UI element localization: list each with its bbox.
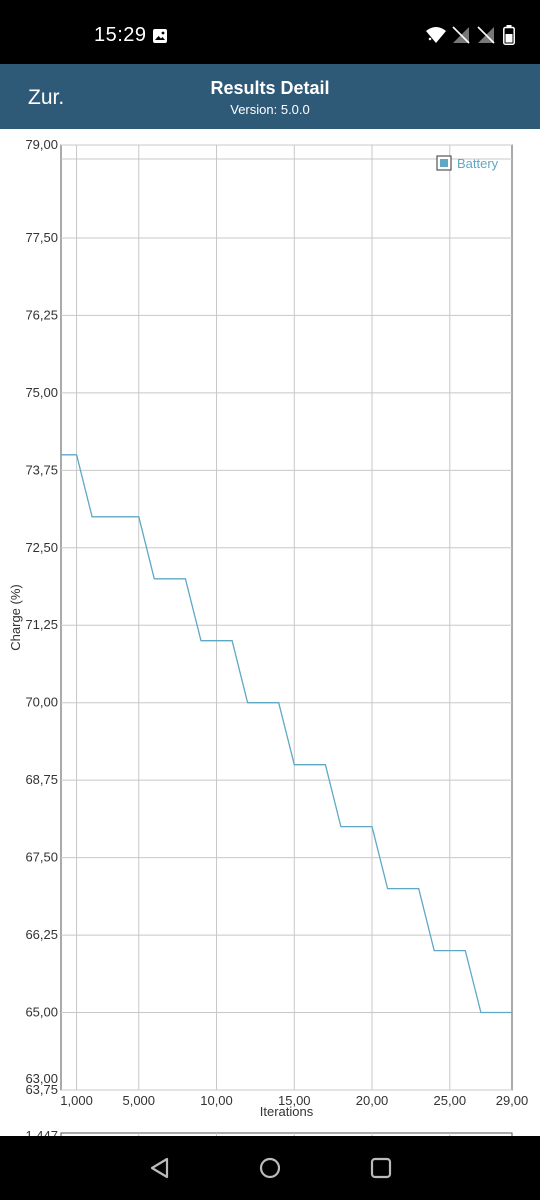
status-time: 15:29 — [94, 24, 147, 46]
y-tick-label: 67,50 — [25, 850, 58, 865]
navigation-bar — [0, 1136, 540, 1200]
y-tick-label: 65,00 — [25, 1005, 58, 1020]
series-line-battery — [61, 454, 512, 1014]
y-tick-label: 63,00 — [25, 1071, 58, 1086]
back-triangle-icon[interactable] — [148, 1156, 172, 1185]
image-icon — [152, 28, 168, 49]
y-tick-label: 77,50 — [25, 230, 58, 245]
x-tick-label: 10,00 — [200, 1093, 233, 1108]
y-tick-label: 63,75 — [25, 1082, 58, 1097]
y-tick-label: 68,75 — [25, 772, 58, 787]
back-button[interactable]: Zur. — [28, 86, 65, 109]
y-tick-label: 66,25 — [25, 927, 58, 942]
legend-swatch — [440, 159, 448, 167]
x-axis-label: Iterations — [260, 1104, 314, 1119]
signal-off-icon — [452, 26, 470, 49]
x-tick-label: 15,00 — [278, 1093, 311, 1108]
x-tick-label: 5,000 — [122, 1093, 155, 1108]
y-tick-label: 76,25 — [25, 307, 58, 322]
next-chart-tick-label: 1,447 — [25, 1128, 58, 1136]
battery-chart: 79,00 77,50 76,25 75,00 73,75 72,50 71,25 70,00… — [8, 137, 529, 1136]
y-tick-label: 72,50 — [25, 540, 58, 555]
signal-off-icon — [477, 26, 495, 49]
status-bar: 15:29 — [0, 0, 540, 64]
page-subtitle: Version: 5.0.0 — [230, 102, 310, 117]
next-chart-frame — [60, 1132, 513, 1136]
x-tick-label: 25,00 — [434, 1093, 467, 1108]
x-tick-label: 20,00 — [356, 1093, 389, 1108]
legend-label: Battery — [457, 156, 499, 171]
y-tick-label: 75,00 — [25, 385, 58, 400]
x-tick-label: 29,00 — [496, 1093, 529, 1108]
wifi-icon — [425, 26, 447, 49]
y-tick-label: 70,00 — [25, 695, 58, 710]
y-tick-label: 71,25 — [25, 617, 58, 632]
y-tick-label: 73,75 — [25, 462, 58, 477]
app-bar: Zur. Results Detail Version: 5.0.0 — [0, 64, 540, 129]
y-tick-label: 79,00 — [25, 137, 58, 152]
page-title: Results Detail — [210, 78, 330, 98]
plot-area — [60, 144, 513, 1091]
battery-icon — [503, 25, 515, 50]
home-circle-icon[interactable] — [258, 1156, 282, 1185]
x-tick-label: 1,000 — [60, 1093, 93, 1108]
recents-square-icon[interactable] — [369, 1156, 393, 1185]
y-axis-label: Charge (%) — [8, 584, 23, 650]
